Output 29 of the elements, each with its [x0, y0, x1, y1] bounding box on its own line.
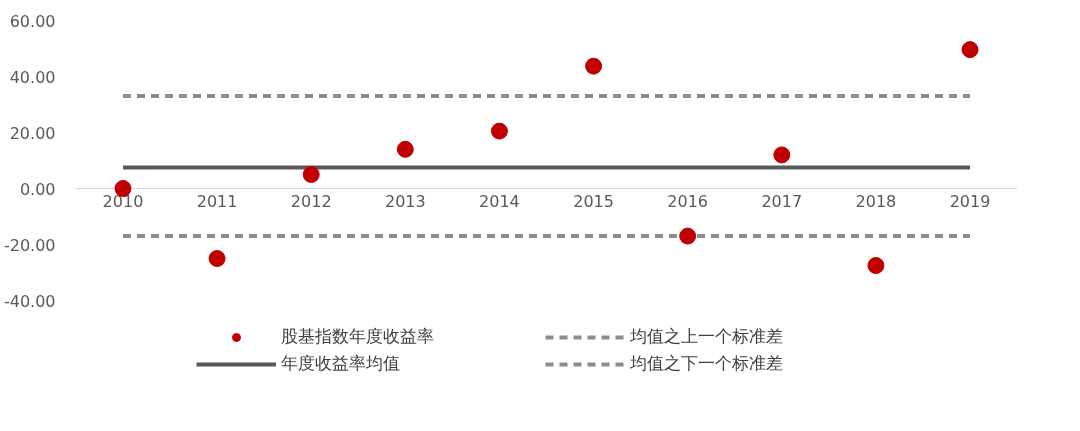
point [302, 166, 320, 183]
point [867, 257, 885, 274]
x-tick-label: 2013 [384, 191, 426, 211]
legend-label: 股基指数年度收益率 [281, 325, 435, 348]
x-tick-label: 2019 [949, 191, 991, 211]
point [773, 146, 791, 164]
point [585, 57, 603, 75]
legend-label: 均值之下一个标准差 [630, 352, 784, 375]
x-tick-label: 2016 [667, 191, 709, 211]
x-tick-label: 2011 [196, 191, 238, 211]
point [396, 140, 414, 158]
legend-label: 年度收益率均值 [281, 352, 401, 375]
x-tick-label: 2010 [102, 191, 144, 211]
x-tick-label: 2014 [479, 191, 520, 211]
point [208, 250, 226, 267]
y-tick-label: -20.00 [3, 235, 56, 255]
y-tick-label: 60.00 [9, 11, 56, 31]
y-tick-label: 0.00 [19, 179, 56, 199]
y-tick-label: -40.00 [3, 291, 56, 311]
y-tick-label: 20.00 [9, 123, 56, 143]
point [961, 41, 979, 59]
x-tick-label: 2018 [855, 191, 897, 211]
x-tick-label: 2012 [290, 191, 332, 211]
x-tick-label: 2017 [761, 191, 803, 211]
point [679, 227, 697, 245]
point [490, 122, 508, 140]
x-tick-label: 2015 [573, 191, 614, 211]
legend-label: 均值之上一个标准差 [630, 325, 784, 348]
y-tick-label: 40.00 [9, 67, 56, 87]
